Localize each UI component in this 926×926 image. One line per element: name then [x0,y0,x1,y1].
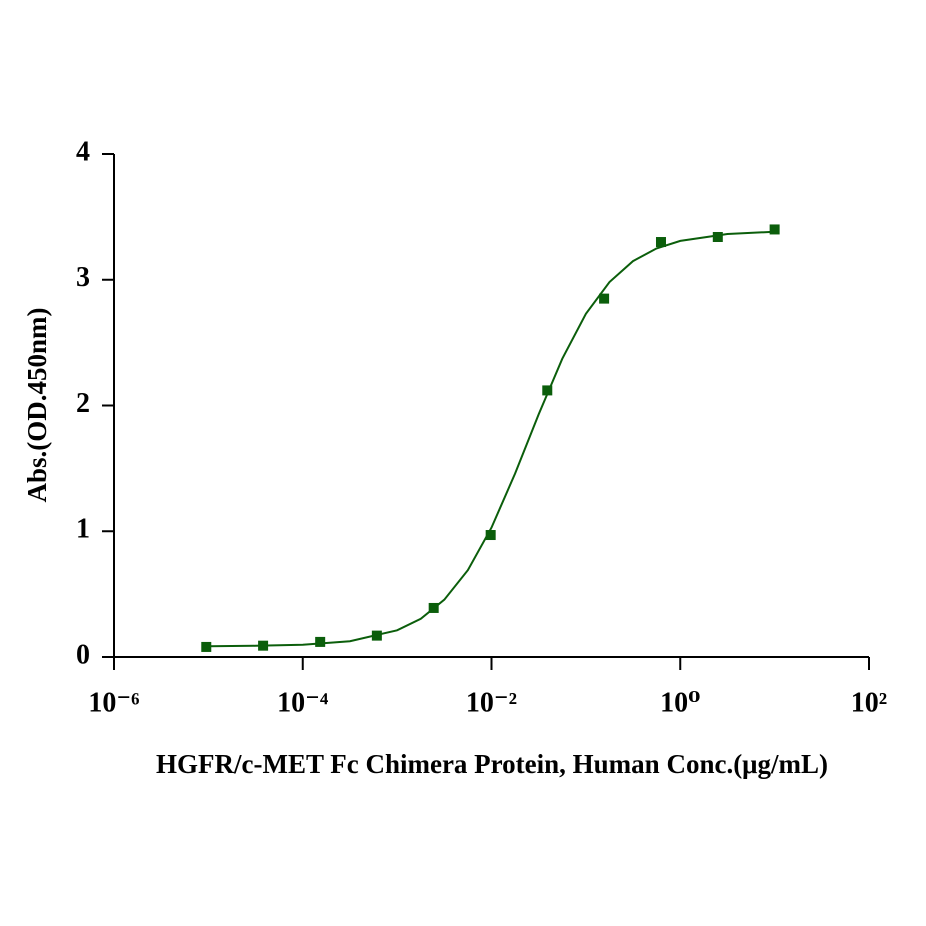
data-point [769,224,780,235]
data-point [201,641,212,652]
x-tick-label: 10² [851,687,887,718]
data-point [655,237,666,248]
data-point [542,385,553,396]
x-axis-title: HGFR/c-MET Fc Chimera Protein, Human Con… [156,749,828,779]
data-point [258,640,269,651]
y-tick-label: 2 [76,388,90,419]
x-tick-label: 10⁻⁶ [88,687,139,718]
x-tick-label: 10⁻⁴ [277,687,329,718]
data-point [371,630,382,641]
data-point [712,231,723,242]
y-tick-label: 1 [76,514,90,545]
fit-curve [208,230,775,648]
data-point [315,636,326,647]
y-tick-label: 4 [76,136,90,167]
y-axis-title: Abs.(OD.450nm) [22,307,52,502]
data-point [428,602,439,613]
data-point [599,293,610,304]
data-point [485,530,496,541]
y-tick-label: 3 [76,262,90,293]
y-tick-label: 0 [76,639,90,670]
x-tick-label: 10⁻² [466,687,517,718]
x-tick-label: 10⁰ [660,687,700,718]
